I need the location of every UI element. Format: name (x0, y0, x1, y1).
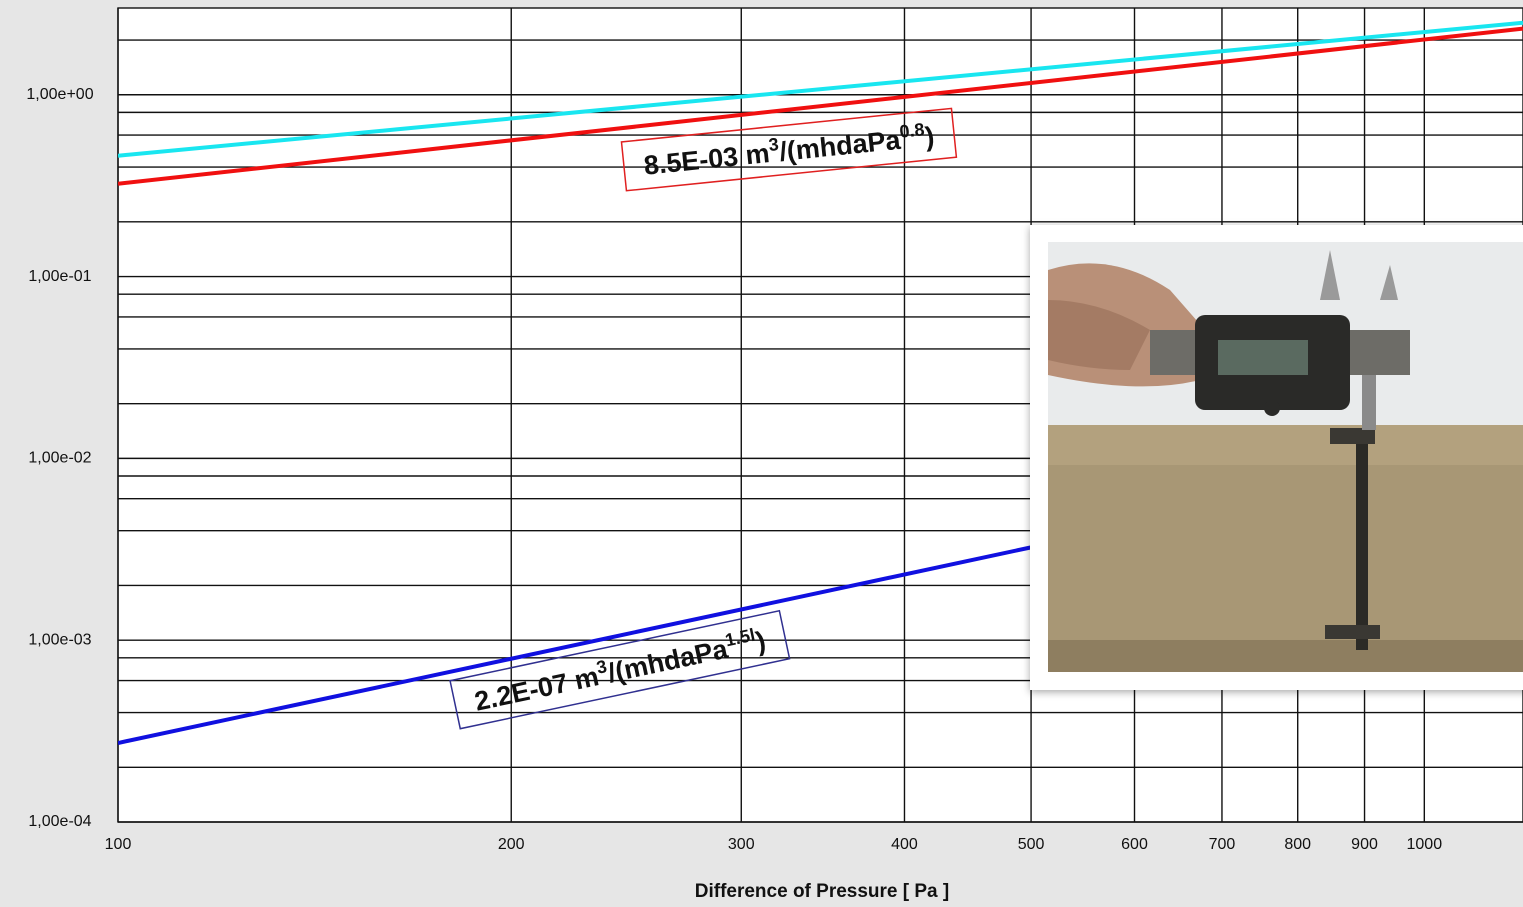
x-tick-label: 100 (105, 836, 132, 853)
y-tick-label: 1,00e-04 (28, 813, 91, 830)
x-axis-label: Difference of Pressure [ Pa ] (695, 881, 949, 902)
x-tick-label: 200 (498, 836, 525, 853)
x-tick-label: 900 (1351, 836, 1378, 853)
x-tick-label: 400 (891, 836, 918, 853)
x-tick-label: 800 (1284, 836, 1311, 853)
x-tick-label: 500 (1018, 836, 1045, 853)
y-tick-label: 1,00e+00 (26, 86, 93, 103)
chart: 8.5E-03 m3/(mhdaPa0.8)2.2E-07 m3/(mhdaPa… (0, 0, 1523, 907)
y-tick-label: 1,00e-02 (28, 450, 91, 467)
superscript: 0.8 (898, 119, 925, 141)
x-tick-label: 600 (1121, 836, 1148, 853)
x-tick-label: 700 (1209, 836, 1236, 853)
inset-photo (1030, 225, 1523, 690)
y-tick-label: 1,00e-03 (28, 631, 91, 648)
y-tick-label: 1,00e-01 (28, 268, 91, 285)
x-tick-label: 1000 (1407, 836, 1443, 853)
x-tick-label: 300 (728, 836, 755, 853)
